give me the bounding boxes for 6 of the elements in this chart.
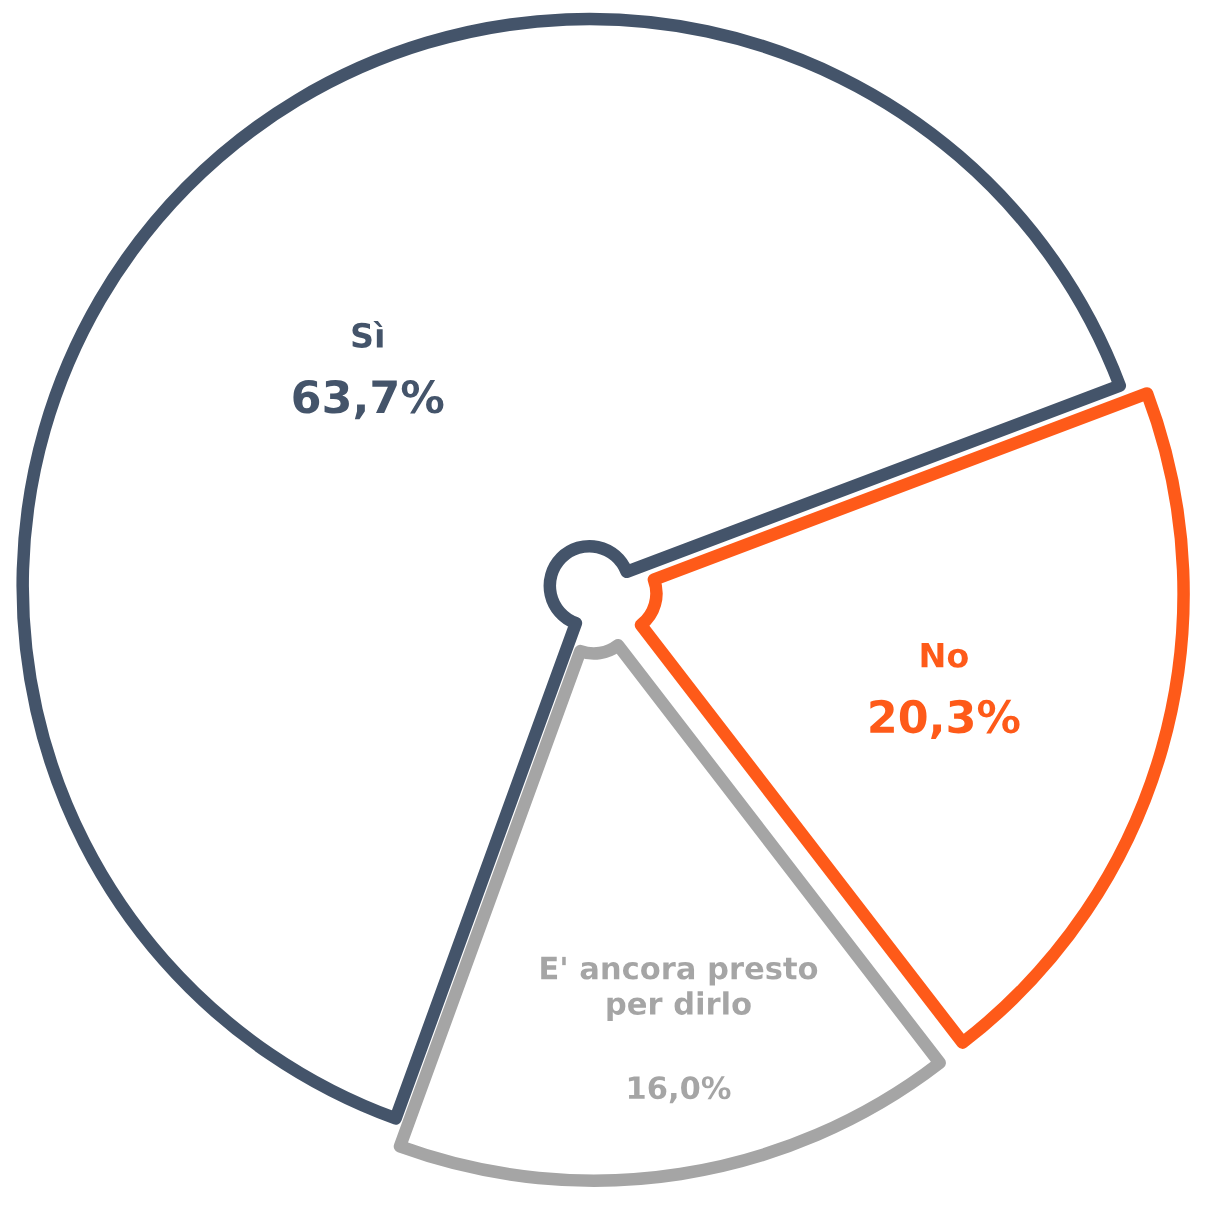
slice-label: E' ancora presto per dirlo <box>541 956 818 1021</box>
slice-label: No <box>921 643 968 668</box>
slice-label: Sì <box>352 320 383 349</box>
data-label: 16,0% <box>628 1076 731 1104</box>
data-label: 20,3% <box>870 699 1020 740</box>
data-label: 63,7% <box>293 379 444 420</box>
